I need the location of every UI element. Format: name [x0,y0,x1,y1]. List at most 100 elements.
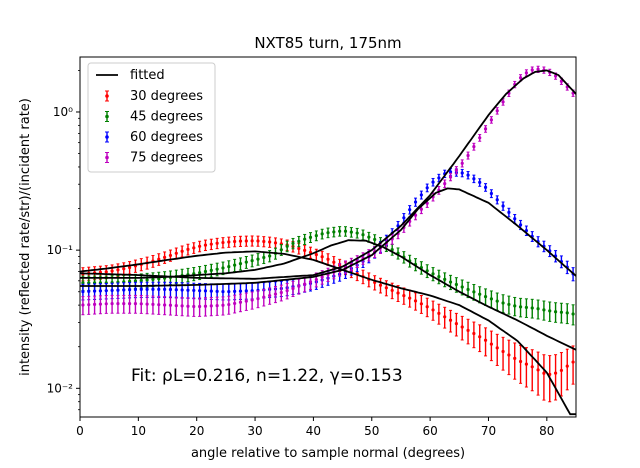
data-point [198,289,202,293]
data-point [279,290,283,295]
data-point [460,285,464,289]
data-point [256,297,260,301]
data-point [128,302,132,306]
data-point [81,290,85,294]
data-point [495,198,499,202]
data-point [227,302,231,307]
data-point [478,136,482,140]
data-point [133,279,138,283]
data-point [139,302,143,306]
data-point [454,168,458,172]
data-point [163,255,167,260]
data-point [233,301,237,306]
data-point [489,297,493,301]
data-point [163,303,167,307]
data-point [297,239,301,243]
data-point [221,290,225,294]
data-point [198,244,202,248]
data-point [116,288,120,292]
y-tick-label: 10⁻¹ [47,243,74,257]
data-point [431,272,435,276]
legend-marker-dot [105,94,109,98]
data-point [320,275,324,279]
data-point [227,290,231,294]
data-point [215,267,219,271]
data-point [244,299,248,303]
data-point [110,269,114,273]
data-point [466,153,470,158]
data-point [478,335,482,339]
data-point [472,290,476,294]
data-point [279,248,283,252]
data-point [262,295,266,299]
data-point [518,359,523,364]
x-tick-label: 70 [481,424,496,438]
data-point [518,223,523,227]
data-point [133,287,138,292]
plot-inner [80,65,576,416]
data-point [122,267,126,271]
data-point [303,248,307,252]
data-point [151,287,155,291]
plot-area [80,65,576,416]
data-point [548,309,552,313]
data-point [419,302,423,306]
data-point [104,289,108,293]
data-point [92,289,97,293]
data-point [174,303,178,308]
data-point [262,255,266,260]
data-point [431,180,435,184]
data-point [203,269,208,274]
data-point [419,193,423,197]
data-point [308,280,313,284]
data-point [180,304,184,308]
data-point [553,74,558,78]
data-point [425,269,429,273]
data-point [227,240,231,244]
data-point [478,180,482,185]
data-point [81,281,85,285]
legend-marker-dot [105,114,109,119]
data-point [542,308,546,312]
data-point [116,268,120,272]
data-point [501,100,505,104]
legend: fitted 30 degrees 45 degrees 60 degrees 75 d… [87,62,216,173]
data-point [454,282,458,287]
data-point [262,239,266,244]
data-point [180,249,184,253]
data-point [168,303,173,307]
data-point [565,311,569,315]
data-point [192,304,196,309]
x-tick-label: 40 [306,424,321,438]
data-point [513,217,517,221]
data-point [221,303,225,307]
data-point [221,240,225,245]
data-point [518,305,523,309]
data-point [437,275,441,279]
legend-label: 75 degrees [130,151,203,166]
fit-annotation: Fit: ρL=0.216, n=1.22, γ=0.153 [131,366,403,386]
data-point [378,283,383,287]
data-point [402,293,406,298]
data-point [396,291,400,295]
data-point [349,230,353,234]
data-point [524,362,529,366]
data-point [408,296,412,300]
data-point [483,127,488,131]
data-point [163,287,167,291]
fit-curve-75-degrees [80,69,576,280]
data-point [128,288,132,292]
data-point [437,311,441,315]
data-point [460,325,464,329]
data-point [536,307,540,311]
data-point [513,304,517,308]
legend-label: 30 degrees [130,89,203,104]
data-point [233,289,237,293]
legend-marker-dot [105,155,109,160]
data-point [139,278,143,283]
data-point [268,240,272,244]
x-tick-label: 30 [247,424,262,438]
legend-fit-label: fitted [130,68,165,83]
data-point [361,233,365,237]
